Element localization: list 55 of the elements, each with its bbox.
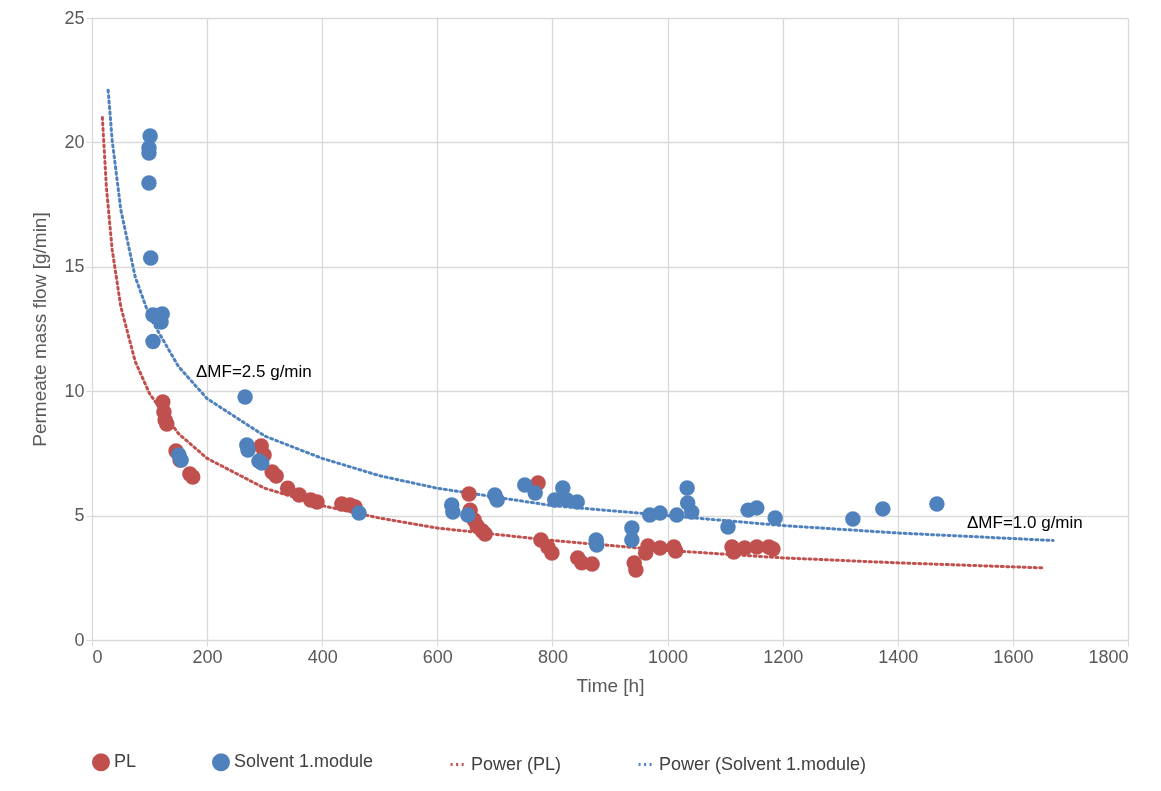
y-tick-label: 10 <box>64 380 85 401</box>
point <box>141 175 157 191</box>
point <box>720 519 736 535</box>
x-tick-label: 1400 <box>878 646 919 667</box>
point <box>669 507 685 523</box>
x-tick-label: 1600 <box>993 646 1034 667</box>
point <box>544 545 560 561</box>
x-tick-label: 400 <box>307 646 338 667</box>
legend-label: Solvent 1.module <box>234 751 374 772</box>
x-tick-label: 600 <box>422 646 453 667</box>
point <box>279 480 296 496</box>
point <box>142 250 159 266</box>
x-tick-label: 1000 <box>648 646 689 667</box>
point <box>268 468 284 484</box>
x-tick-label: 1800 <box>1088 646 1129 667</box>
point <box>584 556 600 572</box>
point <box>624 532 640 548</box>
y-tick-label: 20 <box>64 131 85 152</box>
y-tick-label: 25 <box>64 7 85 28</box>
point <box>145 333 161 350</box>
y-axis-title: Permeate mass flow [g/min] <box>29 212 51 447</box>
y-tick-label: 15 <box>64 256 85 277</box>
x-tick-label: 800 <box>537 646 568 667</box>
point <box>489 492 505 508</box>
x-tick-label: 0 <box>92 646 103 667</box>
point <box>309 494 325 510</box>
point <box>683 504 700 520</box>
point <box>628 562 644 578</box>
point <box>929 496 945 512</box>
point <box>652 505 668 521</box>
legend-label: PL <box>114 751 137 772</box>
point <box>767 510 783 526</box>
annotation: ΔMF=1.0 g/min <box>967 513 1083 532</box>
legend-label: Power (Solvent 1.module) <box>659 753 867 774</box>
point <box>460 507 476 523</box>
y-tick-label: 5 <box>74 505 85 526</box>
point <box>765 541 781 557</box>
x-axis-title: Time [h] <box>576 674 645 696</box>
point <box>527 485 543 501</box>
point <box>845 511 861 527</box>
point <box>517 477 533 493</box>
point <box>351 505 367 521</box>
point <box>652 540 668 556</box>
x-tick-label: 1200 <box>763 646 804 667</box>
point <box>679 480 695 496</box>
point <box>667 543 684 559</box>
annotation: ΔMF=2.5 g/min <box>196 362 312 381</box>
point <box>461 486 477 502</box>
legend-label: Power (PL) <box>471 753 562 774</box>
point <box>749 500 765 516</box>
y-tick-label: 0 <box>74 629 85 650</box>
point <box>875 501 891 517</box>
point <box>237 389 253 405</box>
x-tick-label: 200 <box>192 646 223 667</box>
point <box>159 416 175 432</box>
